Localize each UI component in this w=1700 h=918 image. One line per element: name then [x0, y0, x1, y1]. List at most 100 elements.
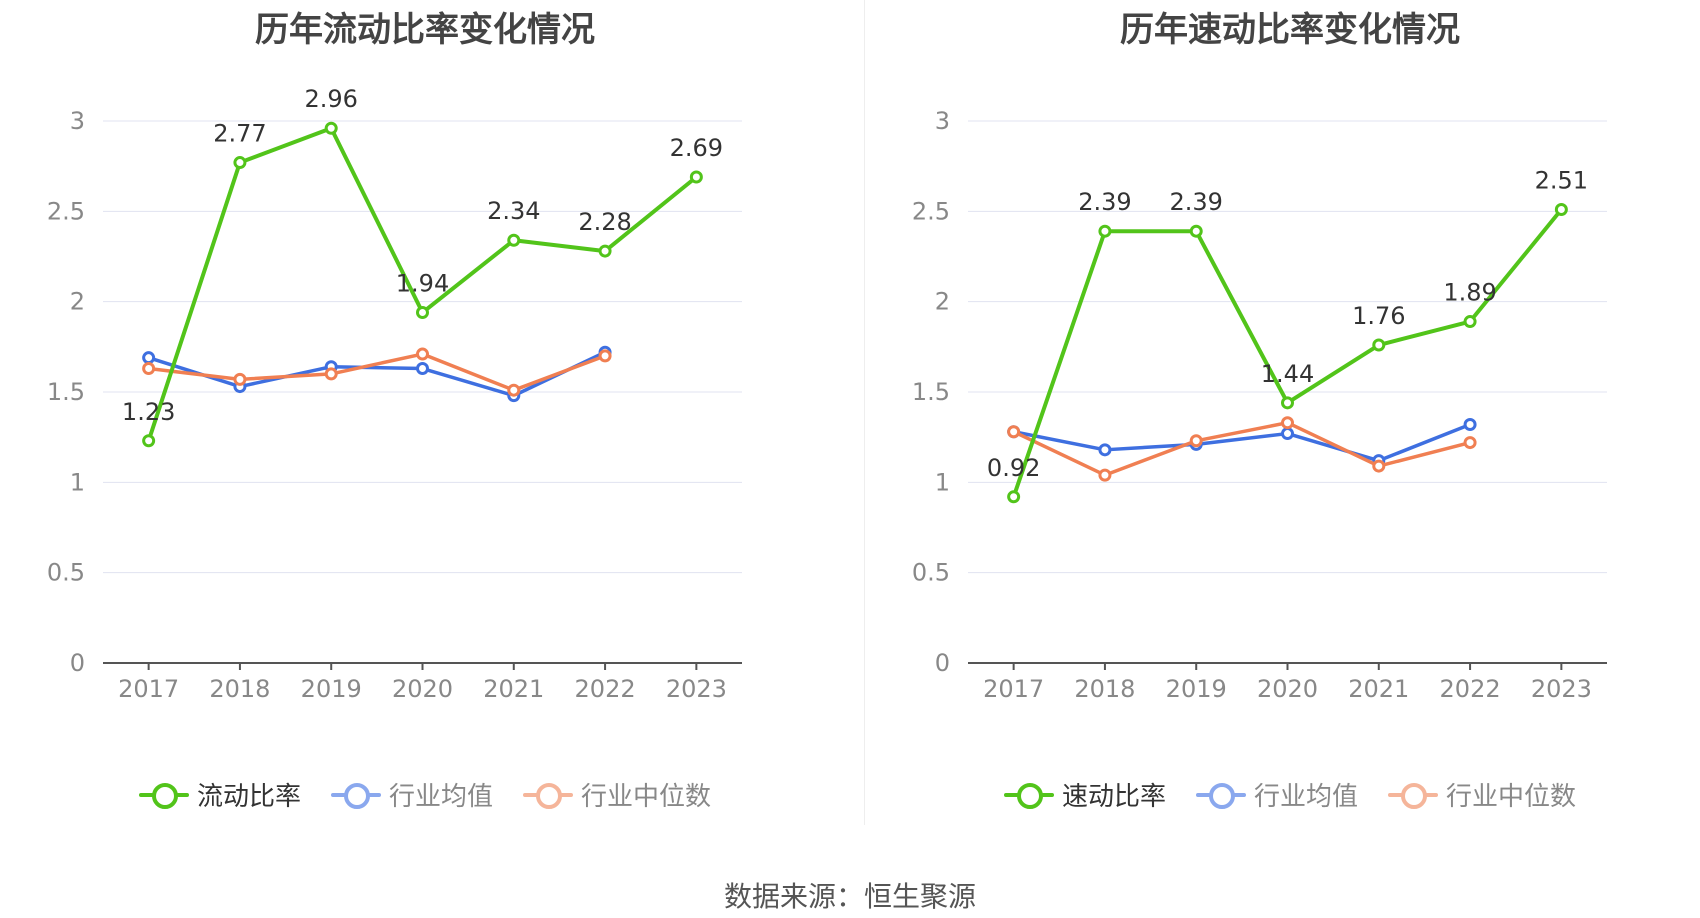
legend: 流动比率 行业均值 行业中位数 [0, 776, 850, 813]
y-tick-label: 2.5 [912, 197, 950, 225]
data-point-median [324, 367, 338, 381]
data-point-main [142, 434, 156, 448]
x-tick-label: 2022 [575, 675, 636, 703]
data-point-main [1554, 203, 1568, 217]
data-point-median [416, 347, 429, 361]
chart-panel-quick-ratio: 历年速动比率变化情况 0 0.5 1 1.5 2 2.5 3 2017 2018 2019 2020… [865, 0, 1700, 830]
data-label: 1.76 [1352, 302, 1405, 330]
data-label: 2.69 [670, 134, 723, 162]
y-tick-label: 2 [70, 288, 85, 316]
data-point-main [598, 244, 612, 258]
data-point-main [416, 306, 429, 320]
data-point-main [1372, 338, 1386, 352]
data-point-avg [1463, 418, 1477, 432]
legend-item-current-ratio[interactable]: 流动比率 [138, 776, 301, 813]
data-label: 1.89 [1443, 279, 1496, 307]
x-tick-label: 2022 [1440, 675, 1501, 703]
y-tick-label: 1.5 [47, 378, 85, 406]
legend-item-quick-ratio[interactable]: 速动比率 [1003, 776, 1166, 813]
y-tick-label: 3 [935, 107, 950, 135]
legend-item-industry-average[interactable]: 行业均值 [330, 776, 493, 813]
data-label: 2.77 [213, 120, 266, 148]
data-point-main [1007, 490, 1021, 504]
y-tick-label: 0 [70, 649, 85, 677]
data-label: 1.44 [1261, 360, 1314, 388]
data-point-main [1098, 224, 1112, 238]
y-tick-label: 2.5 [47, 197, 85, 225]
x-tick-label: 2020 [392, 675, 453, 703]
legend-label: 速动比率 [1061, 782, 1166, 812]
legend-line-circle-icon [1388, 781, 1438, 809]
y-tick-label: 0 [935, 649, 950, 677]
x-tick-label: 2019 [301, 675, 362, 703]
legend-label: 行业均值 [388, 782, 493, 812]
series-line-median [1012, 420, 1471, 477]
data-point-median [507, 383, 521, 397]
legend-item-industry-average[interactable]: 行业均值 [1195, 776, 1358, 813]
data-label: 1.23 [122, 398, 175, 426]
y-tick-label: 1 [70, 468, 85, 496]
legend-label: 行业中位数 [581, 782, 712, 812]
chart-title: 历年流动比率变化情况 [255, 10, 595, 50]
legend-label: 流动比率 [196, 782, 301, 812]
data-label: 2.28 [578, 208, 631, 236]
legend: 速动比率 行业均值 行业中位数 [865, 776, 1700, 813]
data-source-note: 数据来源：恒生聚源 [723, 880, 976, 913]
data-point-median [1372, 459, 1386, 473]
data-point-avg [1281, 427, 1294, 441]
y-tick-label: 1 [935, 468, 950, 496]
panel-divider [864, 0, 865, 825]
legend-line-circle-icon [330, 781, 381, 809]
x-tick-label: 2020 [1257, 675, 1318, 703]
legend-line-circle-icon [523, 781, 573, 809]
data-point-avg [1098, 443, 1112, 457]
legend-label: 行业中位数 [1446, 782, 1577, 812]
data-label: 2.34 [487, 197, 540, 225]
data-point-main [1281, 396, 1294, 410]
x-tick-label: 2018 [1074, 675, 1135, 703]
legend-line-circle-icon [1003, 781, 1054, 809]
series-line-main [1011, 208, 1563, 498]
series-line-median [148, 352, 606, 392]
x-tick-label: 2023 [1531, 675, 1592, 703]
data-point-main [233, 156, 247, 170]
data-point-median [1189, 434, 1203, 448]
legend-label: 行业均值 [1253, 782, 1358, 812]
data-point-main [689, 170, 703, 184]
data-point-main [507, 233, 521, 247]
data-point-median [1007, 425, 1021, 439]
x-tick-label: 2019 [1166, 675, 1227, 703]
legend-line-circle-icon [1195, 781, 1246, 809]
legend-item-industry-median[interactable]: 行业中位数 [523, 776, 711, 813]
chart-panel-current-ratio: 历年流动比率变化情况 0 0.5 1 1.5 2 2.5 3 2017 2018 2019 2020… [0, 0, 850, 830]
x-tick-label: 2017 [983, 675, 1044, 703]
series-line-avg [1013, 422, 1471, 463]
y-tick-label: 2 [935, 288, 950, 316]
data-point-avg [416, 362, 429, 376]
data-label: 2.51 [1535, 167, 1588, 195]
data-point-main [1463, 315, 1477, 329]
chart-title: 历年速动比率变化情况 [1120, 10, 1460, 50]
x-tick-label: 2017 [118, 675, 179, 703]
y-tick-label: 1.5 [912, 378, 950, 406]
data-point-median [233, 372, 247, 386]
legend-item-industry-median[interactable]: 行业中位数 [1388, 776, 1576, 813]
data-point-main [1189, 224, 1203, 238]
chart-plot-quick-ratio: 0 0.5 1 1.5 2 2.5 3 2017 2018 2019 2020 2021 2022 202… [912, 107, 1607, 703]
data-label: 2.39 [1078, 188, 1131, 216]
data-point-avg [142, 351, 156, 365]
data-point-median [1098, 468, 1112, 482]
data-point-median [1281, 416, 1294, 430]
chart-plot-current-ratio: 0 0.5 1 1.5 2 2.5 3 2017 2018 2019 2020 2021 2022 202… [47, 85, 742, 703]
x-tick-label: 2021 [1348, 675, 1409, 703]
x-tick-label: 2018 [209, 675, 270, 703]
y-tick-label: 0.5 [47, 559, 85, 587]
data-point-median [1463, 436, 1477, 450]
data-label: 2.96 [304, 85, 357, 113]
x-tick-label: 2023 [666, 675, 727, 703]
x-tick-label: 2021 [483, 675, 544, 703]
y-tick-label: 3 [70, 107, 85, 135]
data-point-main [324, 121, 338, 135]
data-point-median [142, 362, 156, 376]
data-point-median [598, 349, 612, 363]
